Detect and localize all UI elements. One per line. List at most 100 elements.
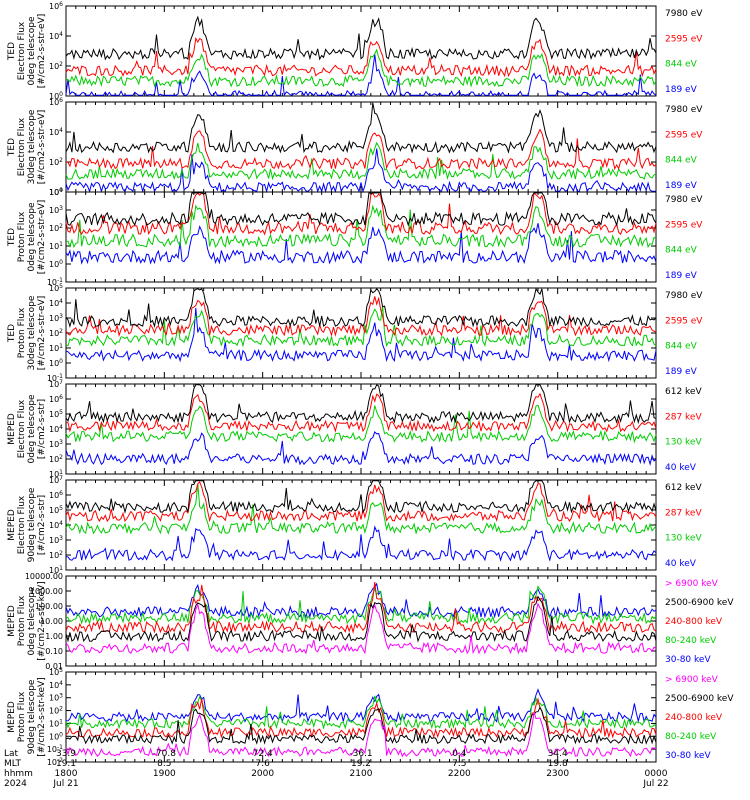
series-trace-4 bbox=[65, 54, 657, 97]
x-row-value: 34.4 bbox=[548, 749, 568, 759]
y-tick-label: 102 bbox=[49, 223, 63, 233]
legend-label: > 6900 keV bbox=[665, 675, 719, 685]
series-trace-3 bbox=[65, 305, 657, 348]
series-trace-4 bbox=[65, 525, 657, 562]
legend-label: 287 keV bbox=[665, 508, 702, 518]
x-row-value: -70.8 bbox=[153, 749, 177, 759]
y-tick-label: 10-1 bbox=[47, 277, 63, 287]
y-tick-label: 0.01 bbox=[45, 662, 63, 671]
y-tick-label: 100 bbox=[49, 358, 63, 368]
panel-frame bbox=[65, 479, 657, 571]
y-tick-label: 104 bbox=[49, 424, 63, 434]
panel-7: 0.01 0.10 1.00 10.00 100.00 1000.00 10000.00ME… bbox=[7, 572, 734, 671]
y-tick-label: 102 bbox=[49, 157, 63, 167]
x-row-value: 2000 bbox=[251, 769, 274, 779]
y-tick-label: 105 bbox=[49, 505, 63, 515]
y-tick-label: 104 bbox=[49, 31, 63, 41]
y-tick-label: 106 bbox=[49, 490, 63, 500]
y-tick-label: 100.00 bbox=[35, 602, 63, 611]
series-trace-4 bbox=[65, 148, 656, 194]
y-tick-label: 103 bbox=[49, 313, 63, 323]
x-row-value: 19.2 bbox=[351, 759, 371, 769]
x-row-value: 72.4 bbox=[253, 749, 273, 759]
y-tick-label: 104 bbox=[49, 520, 63, 530]
x-row-value: 2300 bbox=[546, 769, 569, 779]
y-tick-label: 106 bbox=[49, 97, 63, 107]
y-tick-label: 101 bbox=[49, 241, 63, 251]
legend-label: 2500-6900 keV bbox=[665, 694, 734, 704]
y-tick-label: 107 bbox=[49, 475, 63, 485]
legend-label: 240-800 keV bbox=[665, 617, 723, 627]
legend-label: 7980 eV bbox=[665, 105, 703, 115]
y-axis-title: MEPEDElectron Flux0deg telescope[#/cm2-s… bbox=[7, 394, 47, 464]
legend-label: 844 eV bbox=[665, 156, 698, 166]
series-trace-2 bbox=[65, 706, 657, 745]
legend-label: 240-800 keV bbox=[665, 713, 723, 723]
legend-label: 612 keV bbox=[665, 483, 702, 493]
legend-label: 40 keV bbox=[665, 463, 697, 473]
y-tick-label: 100 bbox=[49, 731, 63, 741]
y-tick-label: 104 bbox=[49, 298, 63, 308]
x-row-label: Lat bbox=[4, 749, 19, 759]
legend-label: 30-80 keV bbox=[665, 751, 711, 761]
x-row-value: 19.1 bbox=[56, 759, 76, 769]
y-tick-label: 0.10 bbox=[45, 647, 63, 656]
x-row-value: 2200 bbox=[448, 769, 471, 779]
y-axis-title: MEPEDProton Flux0deg telescope[#/cm2-s-s… bbox=[7, 581, 47, 660]
y-tick-label: 101 bbox=[49, 718, 63, 728]
y-tick-label: 103 bbox=[49, 535, 63, 545]
y-axis-title: MEPEDProton Flux90deg telescope[#/cm2-s-… bbox=[7, 677, 47, 756]
y-tick-label: 10.00 bbox=[40, 617, 63, 626]
series-trace-3 bbox=[65, 204, 657, 249]
x-row-value: 0.4 bbox=[452, 749, 467, 759]
legend-label: 2595 eV bbox=[665, 220, 703, 230]
y-tick-label: 106 bbox=[49, 1, 63, 11]
y-tick-label: 104 bbox=[49, 680, 63, 690]
legend-label: 2595 eV bbox=[665, 34, 703, 44]
x-row-value: Jul 21 bbox=[52, 779, 78, 789]
series-trace-2 bbox=[65, 191, 657, 236]
y-tick-label: 10000.00 bbox=[25, 572, 63, 581]
series-trace-1 bbox=[65, 192, 657, 227]
x-row-label: MLT bbox=[4, 759, 22, 769]
y-tick-label: 10-1 bbox=[47, 744, 63, 754]
series-trace-3 bbox=[65, 404, 657, 444]
x-row-value: 8.5 bbox=[157, 759, 171, 769]
y-tick-label: 107 bbox=[49, 379, 63, 389]
x-row-label: 2024 bbox=[4, 779, 27, 789]
series-trace-1 bbox=[65, 287, 657, 328]
y-tick-label: 101 bbox=[49, 565, 63, 575]
legend-label: 2500-6900 keV bbox=[665, 598, 734, 608]
legend-label: 40 keV bbox=[665, 559, 697, 569]
series-trace-1 bbox=[65, 15, 657, 61]
legend-label: 189 eV bbox=[665, 367, 698, 377]
y-tick-label: 105 bbox=[49, 409, 63, 419]
y-axis-title: MEPEDElectron Flux90deg telescope[#/cm2-… bbox=[7, 487, 47, 562]
series-trace-2 bbox=[65, 128, 657, 171]
legend-label: 7980 eV bbox=[665, 291, 703, 301]
legend-label: 844 eV bbox=[665, 246, 698, 256]
x-row-value: 1800 bbox=[55, 769, 78, 779]
y-tick-label: 105 bbox=[49, 283, 63, 293]
y-tick-label: 101 bbox=[49, 469, 63, 479]
legend-label: 7980 eV bbox=[665, 9, 703, 19]
y-axis-title: TEDElectron Flux0deg telescope[#/cm2-s-s… bbox=[7, 14, 47, 89]
series-trace-4 bbox=[65, 430, 657, 467]
legend-label: 189 eV bbox=[665, 85, 698, 95]
series-trace-1 bbox=[65, 711, 657, 758]
legend-label: 189 eV bbox=[665, 181, 698, 191]
y-tick-label: 100 bbox=[49, 91, 63, 101]
legend-label: 130 keV bbox=[665, 534, 702, 544]
x-row-value: -36.1 bbox=[349, 749, 372, 759]
legend-label: 612 keV bbox=[665, 387, 702, 397]
x-row-value: 19.8 bbox=[548, 759, 568, 769]
series-trace-2 bbox=[65, 595, 657, 643]
series-trace-5 bbox=[65, 582, 657, 619]
